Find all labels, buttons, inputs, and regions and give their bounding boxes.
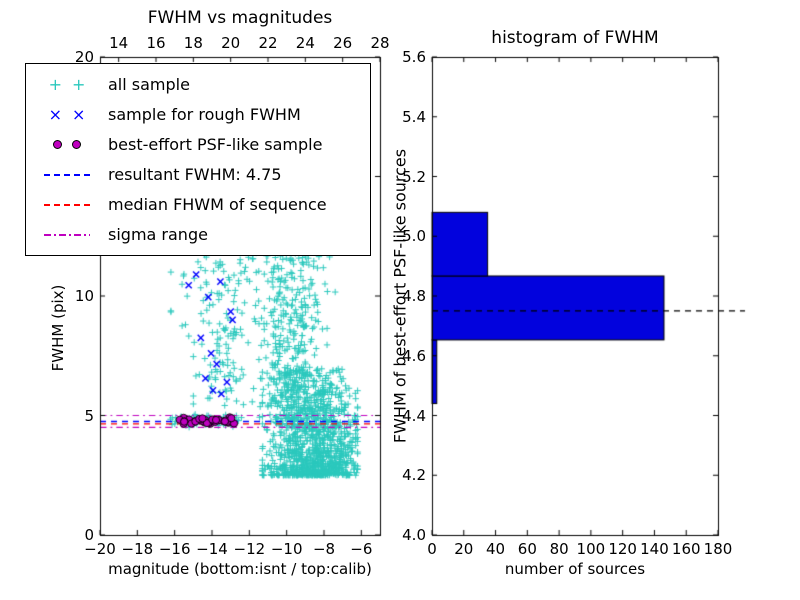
legend-entry-label: best-effort PSF-like sample xyxy=(108,135,323,154)
right-ytick-label: 4.0 xyxy=(402,526,426,544)
right-xtick-label: 40 xyxy=(486,540,506,558)
left-ytick-label: 0 xyxy=(84,526,94,544)
left-plot-xlabel: magnitude (bottom:isnt / top:calib) xyxy=(108,560,372,578)
plus-marker-icon: + + xyxy=(48,74,86,94)
right-ytick-label: 4.6 xyxy=(402,346,426,365)
left-ytick-label: 10 xyxy=(74,287,94,305)
left-xtick-label: −6 xyxy=(350,540,373,558)
legend-entry-label: median FHWM of sequence xyxy=(108,195,327,214)
dashed-line-icon xyxy=(36,173,98,176)
right-ytick-label: 4.4 xyxy=(402,406,426,425)
left-top-xtick-label: 22 xyxy=(258,34,278,52)
legend-entry: × × sample for rough FWHM xyxy=(36,103,360,126)
left-top-xtick-label: 14 xyxy=(109,34,129,52)
left-xtick-label: −8 xyxy=(312,540,336,558)
legend: + + all sample × × sample for rough FWHM best-… xyxy=(25,63,371,256)
legend-entry: sigma range xyxy=(36,223,360,246)
legend-entry-label: resultant FWHM: 4.75 xyxy=(108,165,282,184)
left-xtick-label: −12 xyxy=(233,540,266,558)
right-xtick-label: 120 xyxy=(608,540,637,558)
right-xtick-label: 80 xyxy=(549,540,569,558)
right-xtick-label: 160 xyxy=(671,540,701,558)
legend-entry-label: sample for rough FWHM xyxy=(108,105,301,124)
right-xtick-label: 140 xyxy=(640,540,669,558)
left-top-xtick-label: 20 xyxy=(221,34,241,52)
left-top-xtick-label: 28 xyxy=(370,34,390,52)
legend-entry-label: all sample xyxy=(108,75,190,94)
right-xtick-label: 20 xyxy=(454,540,474,558)
left-xtick-label: −16 xyxy=(158,540,191,558)
right-ytick-label: 4.2 xyxy=(402,466,426,485)
right-xtick-label: 60 xyxy=(517,540,537,558)
left-top-xtick-label: 16 xyxy=(146,34,166,52)
dashdot-line-icon xyxy=(36,233,98,236)
legend-entry: + + all sample xyxy=(36,73,360,96)
left-xtick-label: −20 xyxy=(84,540,116,558)
right-plot-xlabel: number of sources xyxy=(504,560,646,578)
legend-entry: resultant FWHM: 4.75 xyxy=(36,163,360,186)
left-plot-ylabel: FWHM (pix) xyxy=(49,284,67,372)
left-top-xtick-label: 26 xyxy=(333,34,353,52)
legend-entry-label: sigma range xyxy=(108,225,208,244)
right-xtick-label: 0 xyxy=(427,540,437,558)
circle-marker-icon xyxy=(36,140,98,149)
left-xtick-label: −14 xyxy=(196,540,228,558)
right-ytick-label: 5.4 xyxy=(402,107,426,126)
legend-entry: median FHWM of sequence xyxy=(36,193,360,216)
left-top-xtick-label: 24 xyxy=(295,34,315,52)
left-xtick-label: −18 xyxy=(121,540,154,558)
left-ytick-label: 5 xyxy=(84,406,94,425)
left-plot-title: FWHM vs magnitudes xyxy=(147,8,333,28)
left-ytick-label: 20 xyxy=(74,48,94,66)
x-marker-icon: × × xyxy=(48,104,86,124)
left-top-xtick-label: 18 xyxy=(183,34,203,52)
right-ytick-label: 5.2 xyxy=(402,167,426,186)
dashed-line-icon xyxy=(36,203,98,206)
right-ytick-label: 5.0 xyxy=(402,227,426,246)
right-ytick-label: 5.6 xyxy=(402,48,426,66)
legend-entry: best-effort PSF-like sample xyxy=(36,133,360,156)
right-xtick-label: 100 xyxy=(576,540,606,558)
right-xtick-label: 180 xyxy=(703,540,733,558)
right-ytick-label: 4.8 xyxy=(402,287,426,305)
left-xtick-label: −10 xyxy=(270,540,303,558)
right-plot-title: histogram of FWHM xyxy=(491,28,659,48)
